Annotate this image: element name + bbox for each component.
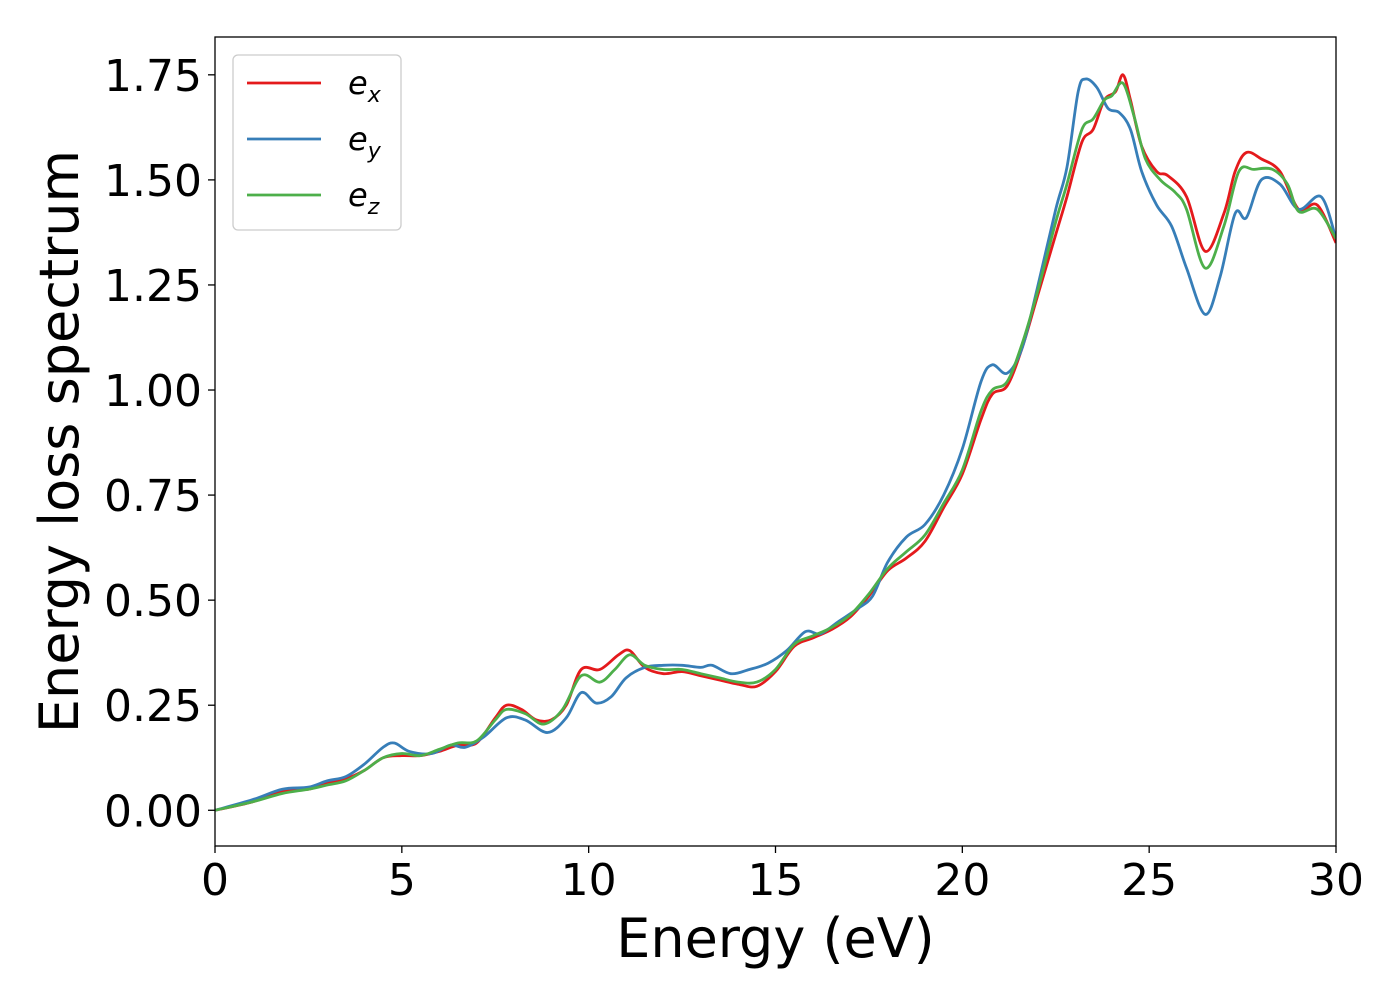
x-axis-title: Energy (eV) [616, 907, 935, 970]
legend-label-ey: ey [348, 120, 382, 164]
y-tick-label: 1.00 [104, 366, 202, 417]
x-tick-label: 10 [561, 855, 617, 906]
y-tick-label: 1.75 [104, 51, 202, 102]
x-tick-label: 5 [388, 855, 416, 906]
series-line-ez [215, 81, 1336, 812]
legend-frame [232, 54, 402, 231]
y-tick-label: 0.25 [104, 681, 202, 732]
y-tick-label: 1.25 [104, 261, 202, 312]
legend-label-ez: ez [348, 176, 380, 220]
y-tick-label: 0.00 [104, 786, 202, 837]
y-tick-label: 0.75 [104, 471, 202, 522]
x-tick-label: 30 [1308, 855, 1364, 906]
x-tick-label: 20 [934, 855, 990, 906]
y-axis-title: Energy loss spectrum [28, 150, 91, 733]
legend: ex ey ez [232, 54, 402, 231]
y-tick-label: 1.50 [104, 156, 202, 207]
x-tick-label: 15 [748, 855, 804, 906]
y-tick-label: 0.50 [104, 576, 202, 627]
legend-label-ex: ex [348, 64, 382, 108]
x-tick-label: 0 [201, 855, 229, 906]
y-axis: 0.00 0.25 0.50 0.75 1.00 1.25 1.50 1.75 [104, 51, 215, 837]
x-axis: 0 5 10 15 20 25 30 [201, 846, 1364, 906]
x-tick-label: 25 [1121, 855, 1177, 906]
